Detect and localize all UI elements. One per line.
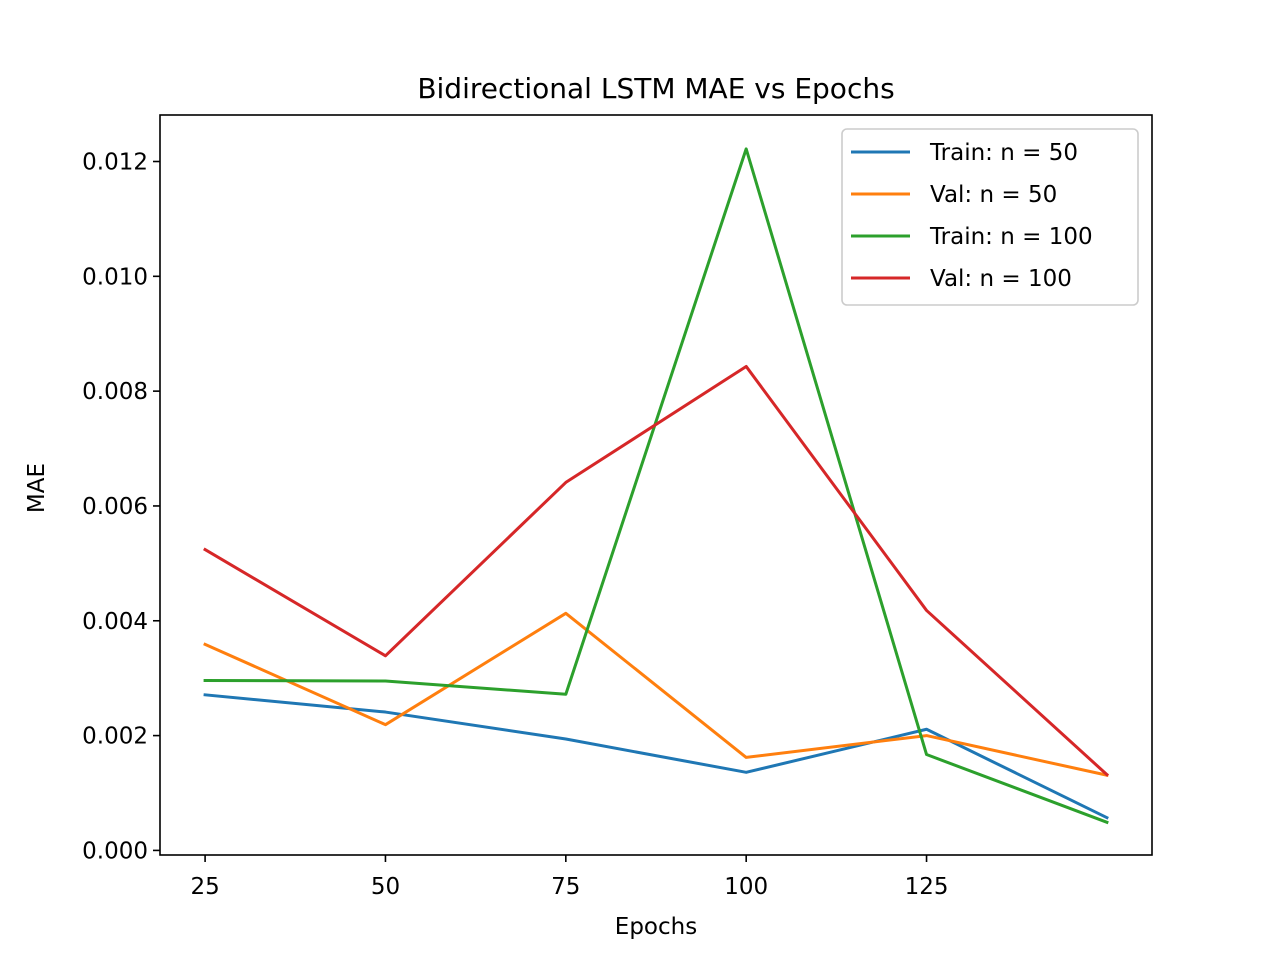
x-tick-label: 100	[724, 874, 768, 900]
axes-layer: 25 50 75 100 125 0.000 0.002 0.004 0.006 0.008 0.0…	[82, 114, 1153, 900]
plot-frame	[159, 114, 1153, 856]
series-line-3	[203, 147, 1109, 825]
legend-label-4: Val: n = 100	[930, 266, 1072, 292]
chart-title: Bidirectional LSTM MAE vs Epochs	[417, 72, 894, 105]
series-line-2	[203, 611, 1109, 777]
y-tick-label: 0.004	[82, 609, 148, 635]
y-tick-label: 0.010	[82, 264, 148, 290]
x-tick-label: 75	[551, 874, 580, 900]
y-axis-label: MAE	[24, 463, 50, 513]
x-tick-label: 50	[371, 874, 400, 900]
y-tick-label: 0.002	[82, 724, 148, 750]
y-tick-label: 0.008	[82, 379, 148, 405]
x-axis-label: Epochs	[615, 914, 697, 940]
legend-box	[841, 128, 1139, 306]
legend-label-2: Val: n = 50	[930, 182, 1057, 208]
series-layer	[203, 147, 1110, 825]
y-tick-label: 0.000	[82, 838, 148, 864]
series-line-1	[203, 693, 1109, 820]
y-tick-label: 0.006	[82, 494, 148, 520]
legend: Train: n = 50 Val: n = 50 Train: n = 100 Va…	[841, 128, 1139, 306]
series-line-4	[203, 364, 1110, 777]
legend-label-1: Train: n = 50	[929, 140, 1078, 166]
y-tick-label: 0.012	[82, 150, 148, 176]
x-tick-label: 25	[190, 874, 219, 900]
x-tick-label: 125	[905, 874, 949, 900]
legend-label-3: Train: n = 100	[929, 224, 1093, 250]
